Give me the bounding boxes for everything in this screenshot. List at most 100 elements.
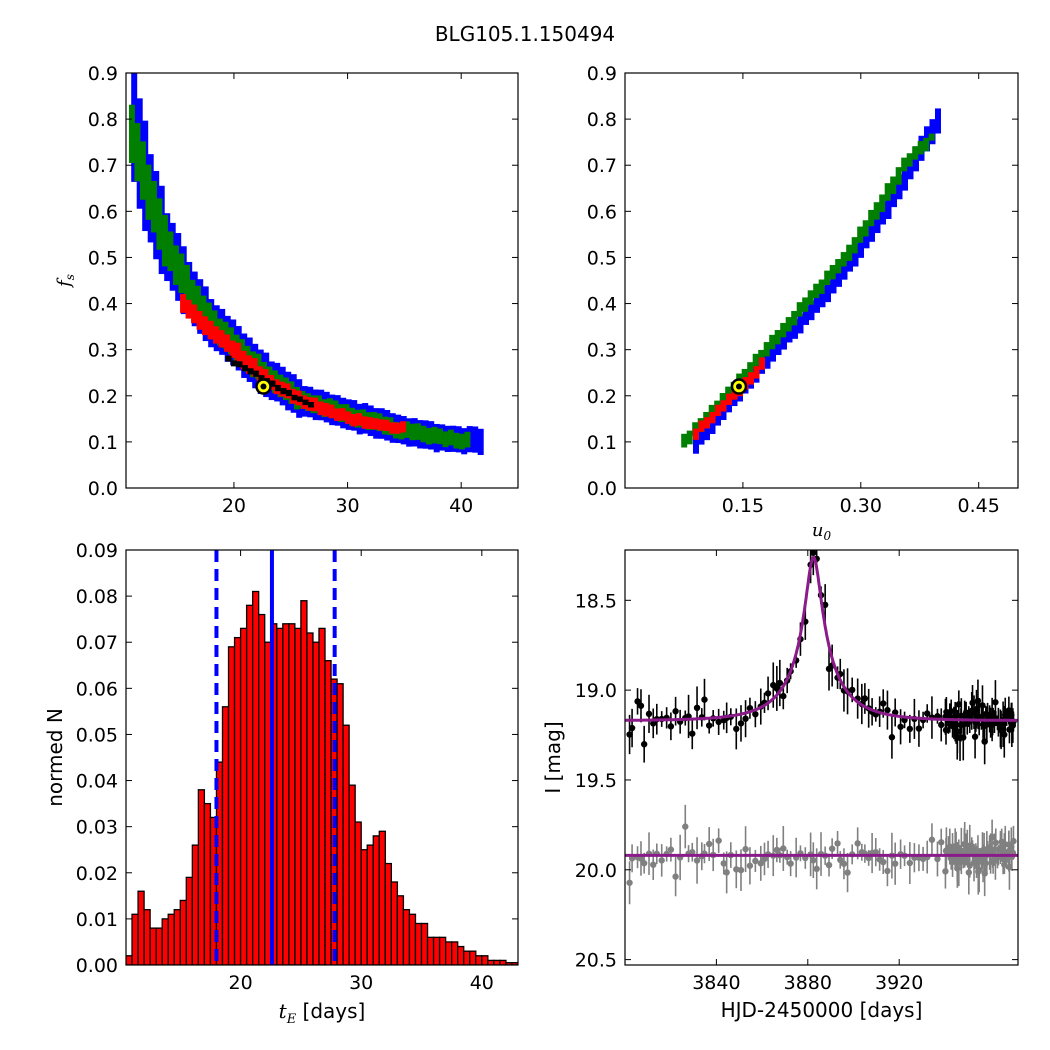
event-point <box>952 721 960 729</box>
red-cell <box>378 419 385 431</box>
histogram-bar <box>251 590 260 965</box>
y-axis-label: fs <box>54 274 77 289</box>
event-point <box>971 733 979 740</box>
event-point <box>737 720 745 727</box>
residual-point <box>813 865 820 873</box>
event-point <box>672 708 679 715</box>
red-cell <box>709 412 716 424</box>
green-cell <box>868 209 875 227</box>
red-cell <box>191 304 198 324</box>
green-cell <box>139 141 146 200</box>
residual-point <box>992 839 999 846</box>
green-cell <box>884 183 891 201</box>
green-cell <box>846 244 853 261</box>
y-tick-label: 0.0 <box>587 478 617 500</box>
residual-point <box>844 869 851 876</box>
y-tick-label: 0.9 <box>587 63 617 85</box>
residual-point <box>757 860 764 867</box>
red-cell <box>394 422 401 434</box>
red-cell <box>213 326 220 344</box>
event-point <box>640 741 648 748</box>
red-cell <box>180 294 187 313</box>
histogram-bar <box>149 927 157 965</box>
heatmap-cells <box>128 73 484 455</box>
residual-point <box>667 846 675 853</box>
y-tick-label: 0.06 <box>76 678 118 700</box>
histogram-bar <box>143 909 151 965</box>
x-tick-label: 0.15 <box>722 495 764 517</box>
green-cell <box>923 137 930 152</box>
black-cell <box>236 361 243 368</box>
axes-frame <box>125 549 519 966</box>
blue-cell <box>879 201 886 225</box>
event-point <box>626 731 633 738</box>
red-cell <box>240 350 247 370</box>
histogram-bar <box>444 941 453 965</box>
residual-point <box>825 861 833 869</box>
blue-cell <box>819 285 826 308</box>
histogram-bar <box>463 950 471 965</box>
blue-cell <box>863 225 870 249</box>
y-tick-label: 0.2 <box>88 386 118 408</box>
green-cell <box>453 432 460 449</box>
y-tick-label: 0.0 <box>88 478 118 500</box>
red-cell <box>328 404 335 419</box>
panel-te-histogram: 20 30 40 0.00 0.01 0.02 0.03 0.04 0.05 0.06 0.07 0.… <box>43 540 519 1027</box>
residual-point <box>693 857 701 864</box>
blue-cell <box>769 341 776 362</box>
x-tick-label: 0.30 <box>840 495 882 517</box>
red-cell <box>692 428 699 440</box>
histogram-bar <box>372 835 380 965</box>
x-tick-label: 3840 <box>692 972 740 994</box>
green-cell <box>172 245 179 285</box>
green-cell <box>183 264 190 305</box>
y-tick-label: 0.01 <box>76 909 118 931</box>
residual-point <box>787 860 794 867</box>
histogram-bar <box>312 641 320 965</box>
black-cell <box>269 380 276 387</box>
histogram-bar <box>469 950 477 965</box>
residual-point <box>720 860 727 867</box>
event-point <box>752 710 759 718</box>
red-cell <box>185 299 192 319</box>
residual-point <box>854 840 861 847</box>
histogram-bar <box>288 623 296 965</box>
green-cell <box>895 167 902 185</box>
event-point <box>947 708 955 715</box>
green-cell <box>436 428 443 445</box>
green-cell <box>686 430 693 445</box>
blue-cell <box>874 209 881 234</box>
black-cell <box>231 360 238 367</box>
red-cell <box>246 355 253 374</box>
blue-cell <box>791 319 798 339</box>
green-cell <box>200 295 207 328</box>
histogram-bar <box>438 936 447 965</box>
y-tick-label: 0.5 <box>88 247 118 269</box>
histogram-bar <box>173 909 181 965</box>
green-cell <box>901 157 908 172</box>
histogram-bar <box>384 862 393 965</box>
event-point <box>637 702 645 709</box>
histogram-bar <box>493 959 501 965</box>
blue-cell <box>868 218 875 242</box>
black-cell <box>302 399 309 406</box>
residual-point <box>965 869 973 876</box>
residual-point <box>880 858 887 866</box>
blue-cell <box>472 426 479 453</box>
green-cell <box>840 252 847 267</box>
histogram-bar <box>131 913 139 965</box>
residual-point <box>640 859 648 867</box>
green-cell <box>409 423 416 441</box>
green-cell <box>156 198 163 250</box>
y-tick-label: 0.1 <box>587 432 617 454</box>
green-cell <box>824 270 831 286</box>
event-point <box>693 704 701 712</box>
residual-point <box>672 873 679 880</box>
blue-cell <box>813 292 820 313</box>
blue-cell <box>780 329 787 350</box>
green-cell <box>818 279 825 294</box>
red-cell <box>400 421 407 433</box>
y-tick-label: 19.5 <box>575 770 617 792</box>
histogram-bar <box>300 600 308 965</box>
